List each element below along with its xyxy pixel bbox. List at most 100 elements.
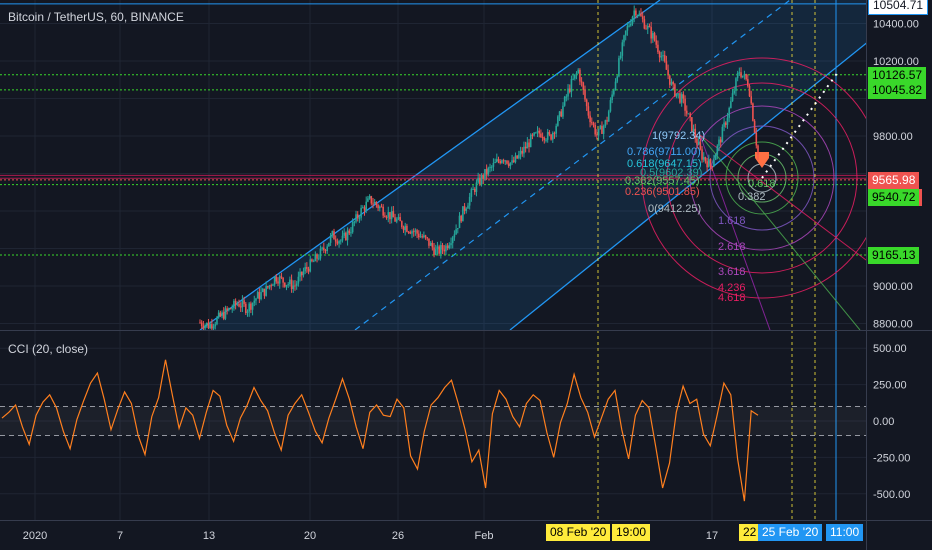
candle[interactable] <box>224 305 227 321</box>
candle[interactable] <box>236 301 239 307</box>
candle[interactable] <box>243 296 245 307</box>
candle[interactable] <box>263 288 266 299</box>
candle[interactable] <box>200 320 203 329</box>
candle[interactable] <box>616 75 619 84</box>
candle[interactable] <box>412 228 415 237</box>
candle[interactable] <box>652 30 654 43</box>
candle[interactable] <box>302 267 305 278</box>
candle[interactable] <box>506 160 508 165</box>
candle[interactable] <box>355 210 357 224</box>
candle[interactable] <box>479 174 481 187</box>
candle[interactable] <box>669 75 671 89</box>
fib-circle[interactable] <box>725 141 799 215</box>
candle[interactable] <box>640 8 642 17</box>
vertical-markers[interactable] <box>597 0 837 520</box>
candle[interactable] <box>244 301 247 315</box>
candle[interactable] <box>419 231 422 238</box>
candle[interactable] <box>731 88 734 102</box>
candle[interactable] <box>448 242 451 250</box>
fib-ray[interactable] <box>699 134 861 330</box>
candle[interactable] <box>628 22 630 28</box>
candle[interactable] <box>397 213 400 221</box>
candle[interactable] <box>492 158 495 171</box>
candle[interactable] <box>680 92 683 107</box>
candle[interactable] <box>691 117 693 133</box>
candle[interactable] <box>339 239 342 245</box>
candle[interactable] <box>424 234 427 240</box>
candle[interactable] <box>387 206 390 223</box>
candlesticks[interactable] <box>199 5 759 333</box>
candle[interactable] <box>309 255 312 273</box>
candle[interactable] <box>623 34 625 47</box>
candle[interactable] <box>199 319 201 324</box>
candle[interactable] <box>558 110 561 122</box>
candle[interactable] <box>696 134 698 149</box>
candle[interactable] <box>384 212 386 218</box>
candle[interactable] <box>289 276 291 287</box>
candle[interactable] <box>372 197 374 209</box>
candle[interactable] <box>394 213 396 222</box>
candle[interactable] <box>546 128 549 143</box>
candle[interactable] <box>750 90 753 105</box>
candle[interactable] <box>482 173 485 185</box>
candle[interactable] <box>429 241 432 246</box>
candle[interactable] <box>216 315 218 326</box>
candle[interactable] <box>273 276 276 287</box>
fib-circle[interactable] <box>641 57 882 299</box>
candle[interactable] <box>560 109 563 118</box>
candle[interactable] <box>336 238 339 246</box>
cci-line[interactable] <box>1 359 759 502</box>
candle[interactable] <box>667 64 669 80</box>
candle[interactable] <box>489 163 491 173</box>
candle[interactable] <box>753 119 756 134</box>
candle[interactable] <box>373 198 376 204</box>
candle[interactable] <box>229 307 232 310</box>
candle[interactable] <box>440 241 442 259</box>
fib-ray[interactable] <box>699 134 866 261</box>
candle[interactable] <box>531 133 534 140</box>
candle[interactable] <box>694 123 697 143</box>
candle[interactable] <box>204 323 206 332</box>
candle[interactable] <box>451 235 454 249</box>
candle[interactable] <box>575 71 578 80</box>
candle[interactable] <box>362 205 364 209</box>
candle[interactable] <box>502 158 505 164</box>
candle[interactable] <box>390 206 393 224</box>
candle[interactable] <box>496 153 498 163</box>
candle[interactable] <box>423 231 425 239</box>
candle[interactable] <box>411 229 413 239</box>
candle[interactable] <box>648 23 651 28</box>
candle[interactable] <box>601 121 603 135</box>
candle[interactable] <box>706 157 708 172</box>
candle[interactable] <box>401 220 403 229</box>
candle[interactable] <box>553 131 556 139</box>
candle[interactable] <box>641 11 644 23</box>
candle[interactable] <box>618 55 620 78</box>
candle[interactable] <box>662 50 664 62</box>
candle[interactable] <box>380 203 383 208</box>
candle[interactable] <box>426 236 429 241</box>
cci-indicator[interactable] <box>0 359 866 502</box>
candle[interactable] <box>472 185 474 191</box>
channel-midline[interactable] <box>354 0 791 330</box>
candle[interactable] <box>497 156 500 164</box>
candle[interactable] <box>535 131 537 134</box>
candle[interactable] <box>463 203 466 215</box>
candle[interactable] <box>626 22 629 36</box>
candle[interactable] <box>334 235 337 247</box>
candle[interactable] <box>589 111 591 128</box>
candle[interactable] <box>331 230 334 238</box>
candle[interactable] <box>572 73 574 81</box>
candle[interactable] <box>270 283 273 291</box>
candle[interactable] <box>450 237 452 249</box>
candle[interactable] <box>728 106 730 123</box>
candle[interactable] <box>438 244 440 256</box>
candle[interactable] <box>594 122 596 137</box>
candle[interactable] <box>234 298 237 310</box>
candle[interactable] <box>484 169 486 181</box>
candle[interactable] <box>519 146 522 160</box>
arrow-down-icon[interactable] <box>755 158 769 168</box>
candle[interactable] <box>689 112 691 122</box>
candle[interactable] <box>499 159 502 165</box>
